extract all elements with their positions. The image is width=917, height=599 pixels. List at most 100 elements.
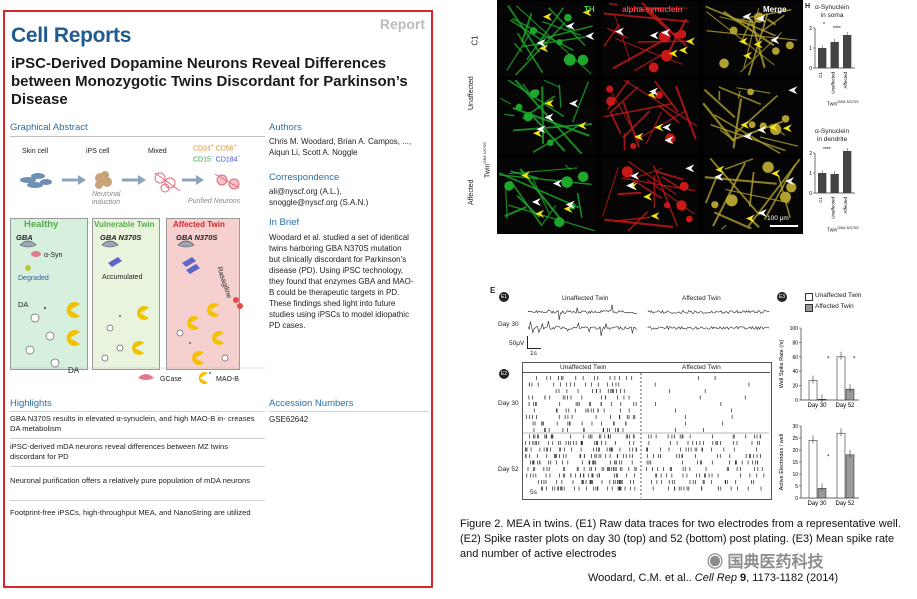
panel-healthy-title: Healthy: [24, 219, 59, 230]
neurite: [718, 86, 762, 106]
panel-vulnerable: [92, 218, 160, 370]
marker-cd56: CD56: [215, 145, 234, 153]
soma-title-line: α-Synuclein: [815, 4, 850, 11]
article-type-tag: Report: [379, 16, 425, 32]
soma-chart-title: α-Synuclein in soma: [815, 4, 849, 20]
cell-body: [748, 121, 756, 129]
cell-body: [779, 191, 792, 203]
white-arrow: [757, 125, 767, 134]
bar: [818, 173, 827, 193]
yellow-arrowhead: [533, 129, 543, 138]
legend-affected: Affected Twin: [815, 303, 854, 310]
bar: [843, 35, 852, 68]
white-arrow: [662, 123, 672, 132]
yellow-arrowhead: [521, 171, 531, 180]
col-label-alpha-synuclein: alpha-synuclein: [622, 5, 683, 14]
raster-day52-label: Day 52: [498, 466, 519, 473]
e1-affected-label: Affected Twin: [682, 295, 721, 302]
y-tick-label: 1: [809, 46, 812, 52]
y-tick-label: 20: [792, 384, 798, 390]
in-brief-line: Woodard et al. studied a set of identica…: [269, 233, 409, 242]
figure-g-letter: G: [491, 2, 498, 11]
cell-body: [523, 112, 533, 122]
yellow-arrowhead: [563, 204, 573, 213]
cell-body: [725, 194, 738, 207]
x-tick-label: C1: [818, 197, 823, 203]
in-brief-line: they found that enzymes GBA and MAO-: [269, 277, 414, 286]
white-arrow: [649, 87, 659, 96]
twin-genotype: GBA N370S: [482, 142, 487, 164]
neurite: [609, 86, 639, 114]
highlight-item: Footprint-free iPSCs, high-throughput ME…: [10, 508, 251, 517]
neurite: [759, 136, 799, 147]
divider: [10, 500, 265, 501]
white-arrow: [770, 35, 780, 44]
cell-body: [719, 58, 729, 69]
cell-body: [747, 88, 754, 96]
citation-volume: 9: [740, 572, 747, 584]
neurite: [609, 89, 641, 143]
divider: [269, 411, 429, 412]
authors-text: Chris M. Woodard, Brian A. Campos, ..., …: [269, 136, 411, 158]
neurite: [640, 7, 663, 11]
white-arrow: [756, 14, 766, 23]
y-tick-label: 5: [795, 484, 798, 490]
y-tick-label: 40: [792, 369, 798, 375]
twin-label: Twin: [827, 227, 838, 234]
significance-label: *: [827, 454, 830, 460]
neurite: [624, 79, 698, 127]
figure-h-letter: H: [805, 3, 811, 10]
graphical-abstract-heading: Graphical Abstract: [10, 122, 88, 133]
neurite: [504, 206, 527, 218]
cell-body: [621, 166, 633, 178]
yellow-arrowhead: [745, 214, 755, 223]
neurite: [603, 102, 673, 118]
white-arrow: [544, 113, 554, 122]
panel-affected: [166, 218, 240, 370]
ga-mixed-label: Mixed: [148, 148, 167, 155]
significance-label: *: [853, 356, 856, 362]
neurite: [528, 111, 566, 152]
panel-affected-gene: GBA N370S: [176, 233, 218, 242]
row-group-twin-label: TwinGBA N370S: [482, 142, 491, 178]
cell-body: [664, 201, 671, 209]
journal-name: Cell Reports: [11, 24, 132, 47]
row-label-c1: C1: [470, 35, 480, 46]
active-electrodes-chart: 0 5 10 15 20 25 30 Day 30 Day 52 * Active Electrod…: [779, 424, 859, 507]
panel-healthy-gene: GBA: [16, 233, 33, 242]
citation: Woodard, C.M. et al.. Cell Rep 9, 1173-1…: [588, 572, 838, 584]
y-tick-label: 20: [792, 448, 798, 454]
correspondence-text: ali@nyscf.org (A.L.), snoggle@nyscf.org …: [269, 186, 368, 208]
in-brief-line: twins harboring GBA N370S mutation: [269, 244, 402, 253]
neurite: [511, 17, 574, 51]
white-arrow: [664, 136, 674, 145]
neurite: [548, 7, 586, 47]
neurite: [703, 88, 736, 119]
neurite: [522, 36, 586, 48]
x-tick-label: Unaffected: [831, 72, 836, 94]
correspondence-line-2[interactable]: snoggle@nyscf.org (S.A.N.): [269, 198, 369, 207]
cell-body: [577, 171, 589, 182]
dendrite-title-line: α-Synuclein: [815, 128, 850, 135]
voltage-trace: [528, 304, 638, 321]
y-tick-label: 0: [795, 398, 798, 404]
yellow-arrowhead: [715, 165, 725, 174]
neurite: [741, 20, 752, 41]
alpha-syn-label: α-Syn: [44, 252, 63, 259]
e3-badge: E3: [777, 292, 787, 302]
cell-body: [577, 54, 589, 66]
neurite: [541, 25, 593, 40]
white-arrow: [714, 173, 724, 182]
white-arrow: [788, 86, 798, 95]
voltage-trace: [528, 320, 638, 337]
correspondence-line-1[interactable]: ali@nyscf.org (A.L.),: [269, 187, 342, 196]
col-label-merge: Merge: [763, 5, 787, 14]
neurite: [499, 174, 592, 186]
neurite: [658, 104, 680, 124]
cell-body: [759, 122, 767, 130]
accession-number[interactable]: GSE62642: [269, 415, 309, 424]
neurite: [631, 178, 663, 199]
neurite: [541, 86, 545, 144]
neurite: [709, 157, 761, 216]
significance-label: *: [827, 356, 830, 362]
